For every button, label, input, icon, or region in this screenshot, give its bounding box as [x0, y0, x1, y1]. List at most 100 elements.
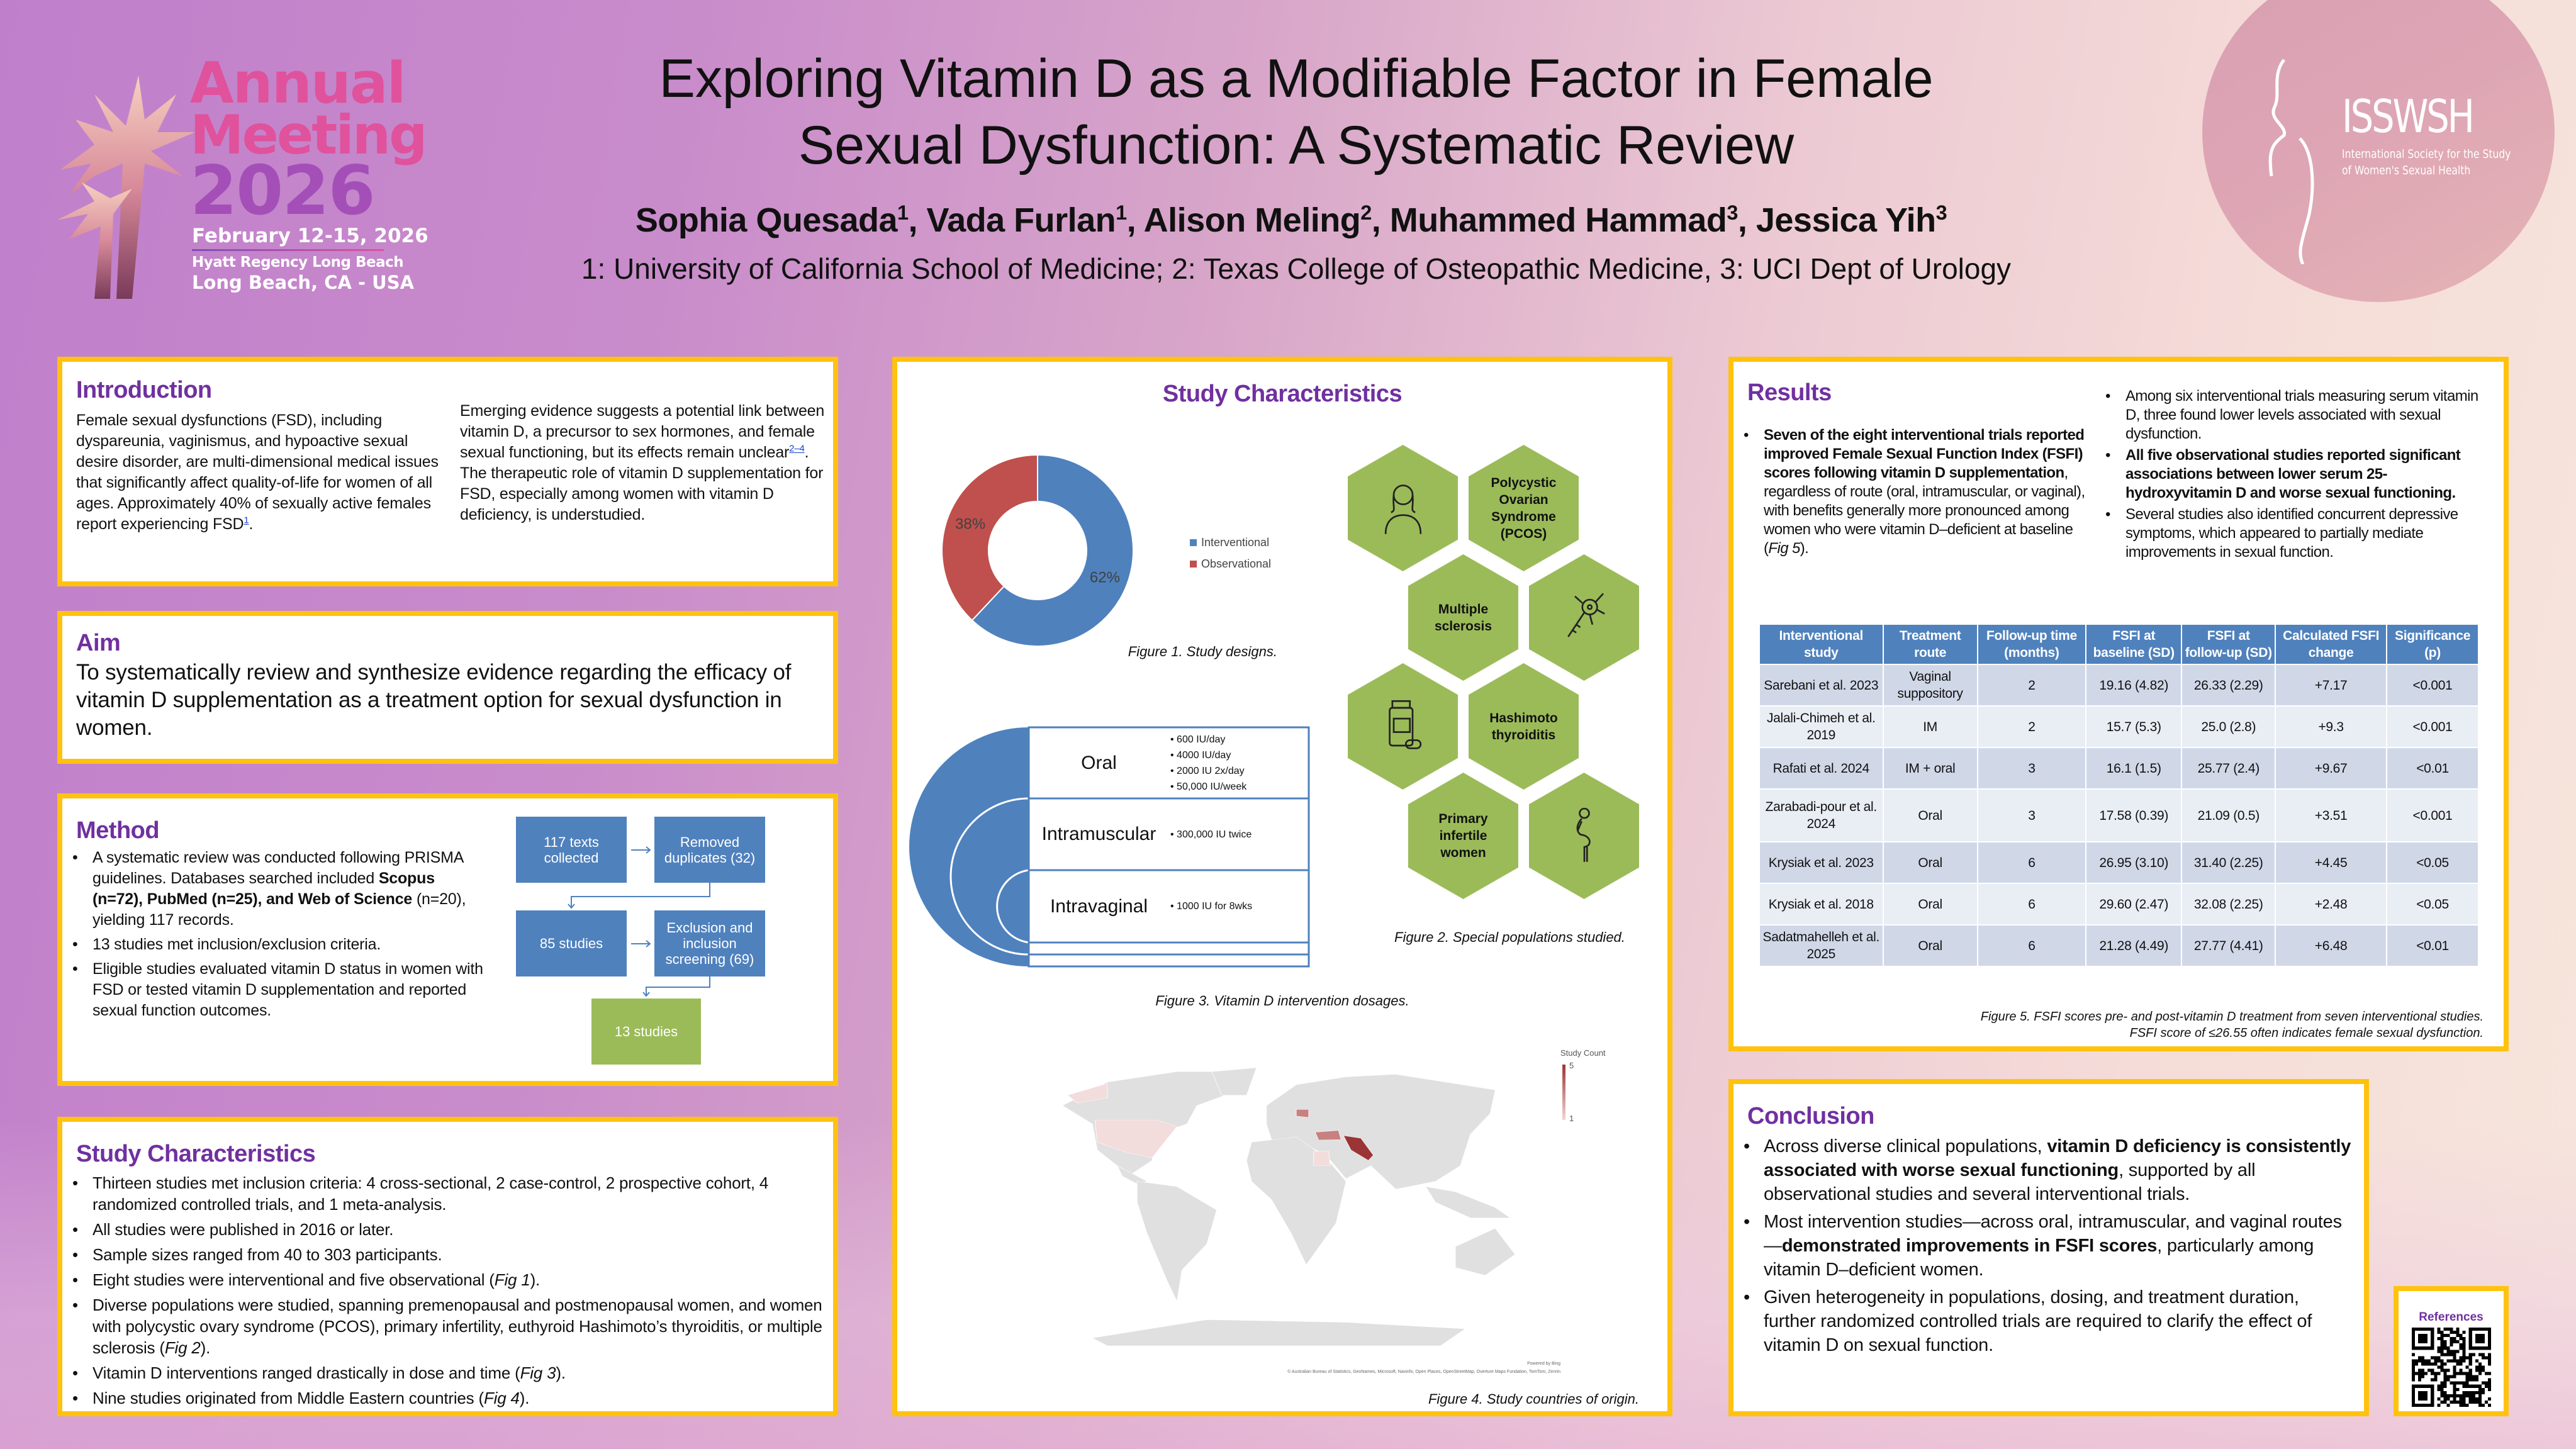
arrow-icon [568, 883, 710, 909]
text-run: Among six interventional trials measurin… [2125, 388, 2478, 442]
woman-silhouette-icon [2268, 59, 2314, 264]
meeting-title-line2: Meeting [190, 104, 428, 167]
dose-item: 2000 IU 2x/day [1177, 765, 1245, 776]
figures-heading: Study Characteristics [1162, 381, 1403, 407]
population-hexagon: Hashimoto thyroiditis [1469, 663, 1579, 790]
text-run: . The therapeutic role of vitamin D supp… [460, 444, 824, 523]
flow-box-collected: 117 texts collected [516, 817, 627, 883]
citation-link[interactable]: 2–4 [789, 443, 805, 454]
column-header: FSFI at baseline (SD) [2085, 624, 2183, 665]
table-cell: +4.45 [2275, 841, 2388, 884]
donut-value-label: 38% [955, 516, 985, 533]
donut-slice-observational [941, 454, 1038, 622]
text-run: Fig 5 [1768, 540, 1800, 557]
legend-swatch [1190, 561, 1197, 568]
palm-tree-icon [57, 76, 195, 299]
population-hexagon: Primary infertile women [1408, 773, 1518, 899]
route-name: Oral [1081, 752, 1117, 773]
pregnant-woman-icon [1576, 807, 1591, 862]
table-cell: <0.01 [2386, 924, 2479, 967]
dosage-row-intravaginal [1028, 869, 1310, 944]
bullet: • [1170, 765, 1177, 776]
text-run: , Muhammed Hammad [1371, 201, 1727, 239]
bullet: • [1170, 781, 1177, 792]
bullet-item: Most intervention studies—across oral, i… [1740, 1210, 2353, 1282]
references-qr-code[interactable] [2412, 1328, 2491, 1407]
column-header: Calculated FSFI change [2275, 624, 2388, 665]
text-run: Scopus (n=72), PubMed (n=25), and Web of… [92, 870, 435, 908]
text-run: Fig 3 [520, 1363, 556, 1382]
method-panel: Method A systematic review was conducted… [57, 793, 838, 1086]
table-row: Jalali-Chimeh et al. 2019 IM 2 15.7 (5.3) 25… [1759, 705, 2479, 748]
citation-link[interactable]: 1 [244, 515, 249, 526]
bullet-item: All five observational studies reported … [2102, 446, 2492, 503]
text-run: 13 studies met inclusion/exclusion crite… [92, 936, 381, 953]
table-cell: <0.01 [2386, 747, 2479, 790]
table-row: Krysiak et al. 2023 Oral 6 26.95 (3.10) 31.4… [1759, 841, 2479, 884]
bullet-item: Several studies also identified concurre… [2102, 505, 2492, 562]
map-legend-min: 1 [1569, 1114, 1574, 1123]
aim-heading: Aim [76, 630, 121, 656]
text-run: . [249, 515, 254, 533]
table-cell: 17.58 (0.39) [2085, 788, 2183, 842]
table-cell: +6.48 [2275, 924, 2388, 967]
table-cell: 3 [1976, 788, 2087, 842]
population-label: Polycystic Ovarian Syndrome (PCOS) [1491, 475, 1557, 541]
study-characteristics-bullets: Thirteen studies met inclusion criteria:… [69, 1172, 824, 1413]
dose-item: 300,000 IU twice [1177, 829, 1252, 840]
text-run: Most intervention studies—across oral, i… [1764, 1212, 2342, 1256]
figure-2-caption: Figure 2. Special populations studied. [1394, 929, 1625, 945]
figure-5-caption-line-1: Figure 5. FSFI scores pre- and post-vita… [1980, 1010, 2484, 1024]
table-cell: 6 [1976, 924, 2087, 967]
bullet-item: Thirteen studies met inclusion criteria:… [69, 1172, 824, 1215]
meeting-city: Long Beach, CA - USA [192, 272, 415, 293]
text-run: ). [1800, 540, 1809, 557]
text-run: Given heterogeneity in populations, dosi… [1764, 1287, 2312, 1355]
dosage-arc-intramuscular [949, 797, 1029, 956]
figure-1-caption: Figure 1. Study designs. [1128, 644, 1277, 659]
results-heading: Results [1747, 379, 1832, 406]
donut-slice-interventional [971, 454, 1134, 647]
population-hexagon [1529, 554, 1639, 681]
introduction-paragraph-left: Female sexual dysfunctions (FSD), includ… [76, 410, 441, 535]
population-hexagon [1348, 663, 1458, 790]
fsfi-results-table: Interventional study Treatment route Follo… [1759, 624, 2479, 967]
bullet-item: A systematic review was conducted follow… [69, 848, 484, 931]
results-bullets-left: Seven of the eight interventional trials… [1740, 426, 2092, 561]
references-panel[interactable]: References [2394, 1286, 2509, 1416]
table-cell: 21.09 (0.5) [2181, 788, 2276, 842]
text-run: , Alison Meling [1126, 201, 1361, 239]
table-cell: 2 [1976, 664, 2087, 707]
meeting-year: 2026 [190, 152, 376, 230]
table-cell: Oral [1882, 883, 1978, 926]
results-bullets-right: Among six interventional trials measurin… [2102, 387, 2492, 564]
flow-box-duplicates: Removed duplicates (32) [654, 817, 765, 883]
table-cell: 32.08 (2.25) [2181, 883, 2276, 926]
text-run: , particularly among vitamin D–deficient… [1764, 1236, 2314, 1280]
map-region-country-alaska [1067, 1083, 1108, 1104]
affiliations: 1: University of California School of Me… [581, 252, 2012, 285]
affiliation-superscript: 1 [897, 201, 909, 224]
text-run: Seven of the eight interventional trials… [1764, 427, 2085, 481]
bullet-item: 13 studies met inclusion/exclusion crite… [69, 934, 484, 955]
text-run: Vitamin D interventions ranged drastical… [92, 1363, 520, 1382]
arrow-icon [642, 976, 710, 997]
text-run: Emerging evidence suggests a potential l… [460, 402, 825, 461]
column-header: FSFI at follow-up (SD) [2181, 624, 2276, 665]
arrow-icon [631, 846, 651, 854]
text-run: Eligible studies evaluated vitamin D sta… [92, 960, 483, 1019]
text-run: ). [556, 1363, 566, 1382]
table-cell: +2.48 [2275, 883, 2388, 926]
logo-divider [192, 249, 384, 251]
map-legend-max: 5 [1569, 1061, 1574, 1070]
route-name: Intramuscular [1041, 824, 1156, 844]
conclusion-heading: Conclusion [1747, 1103, 1874, 1129]
references-label: References [2419, 1311, 2484, 1324]
table-row: Krysiak et al. 2018 Oral 6 29.60 (2.47) 32.0… [1759, 883, 2479, 926]
map-legend-title: Study Count [1560, 1048, 1606, 1058]
text-run: Diverse populations were studied, spanni… [92, 1295, 822, 1357]
isswsh-logo: ISSWSH International Society for the Stu… [2202, 0, 2555, 302]
dosage-diagram [909, 726, 1310, 968]
table-cell: 19.16 (4.82) [2085, 664, 2183, 707]
text-run: All five observational studies reported … [2125, 447, 2461, 501]
